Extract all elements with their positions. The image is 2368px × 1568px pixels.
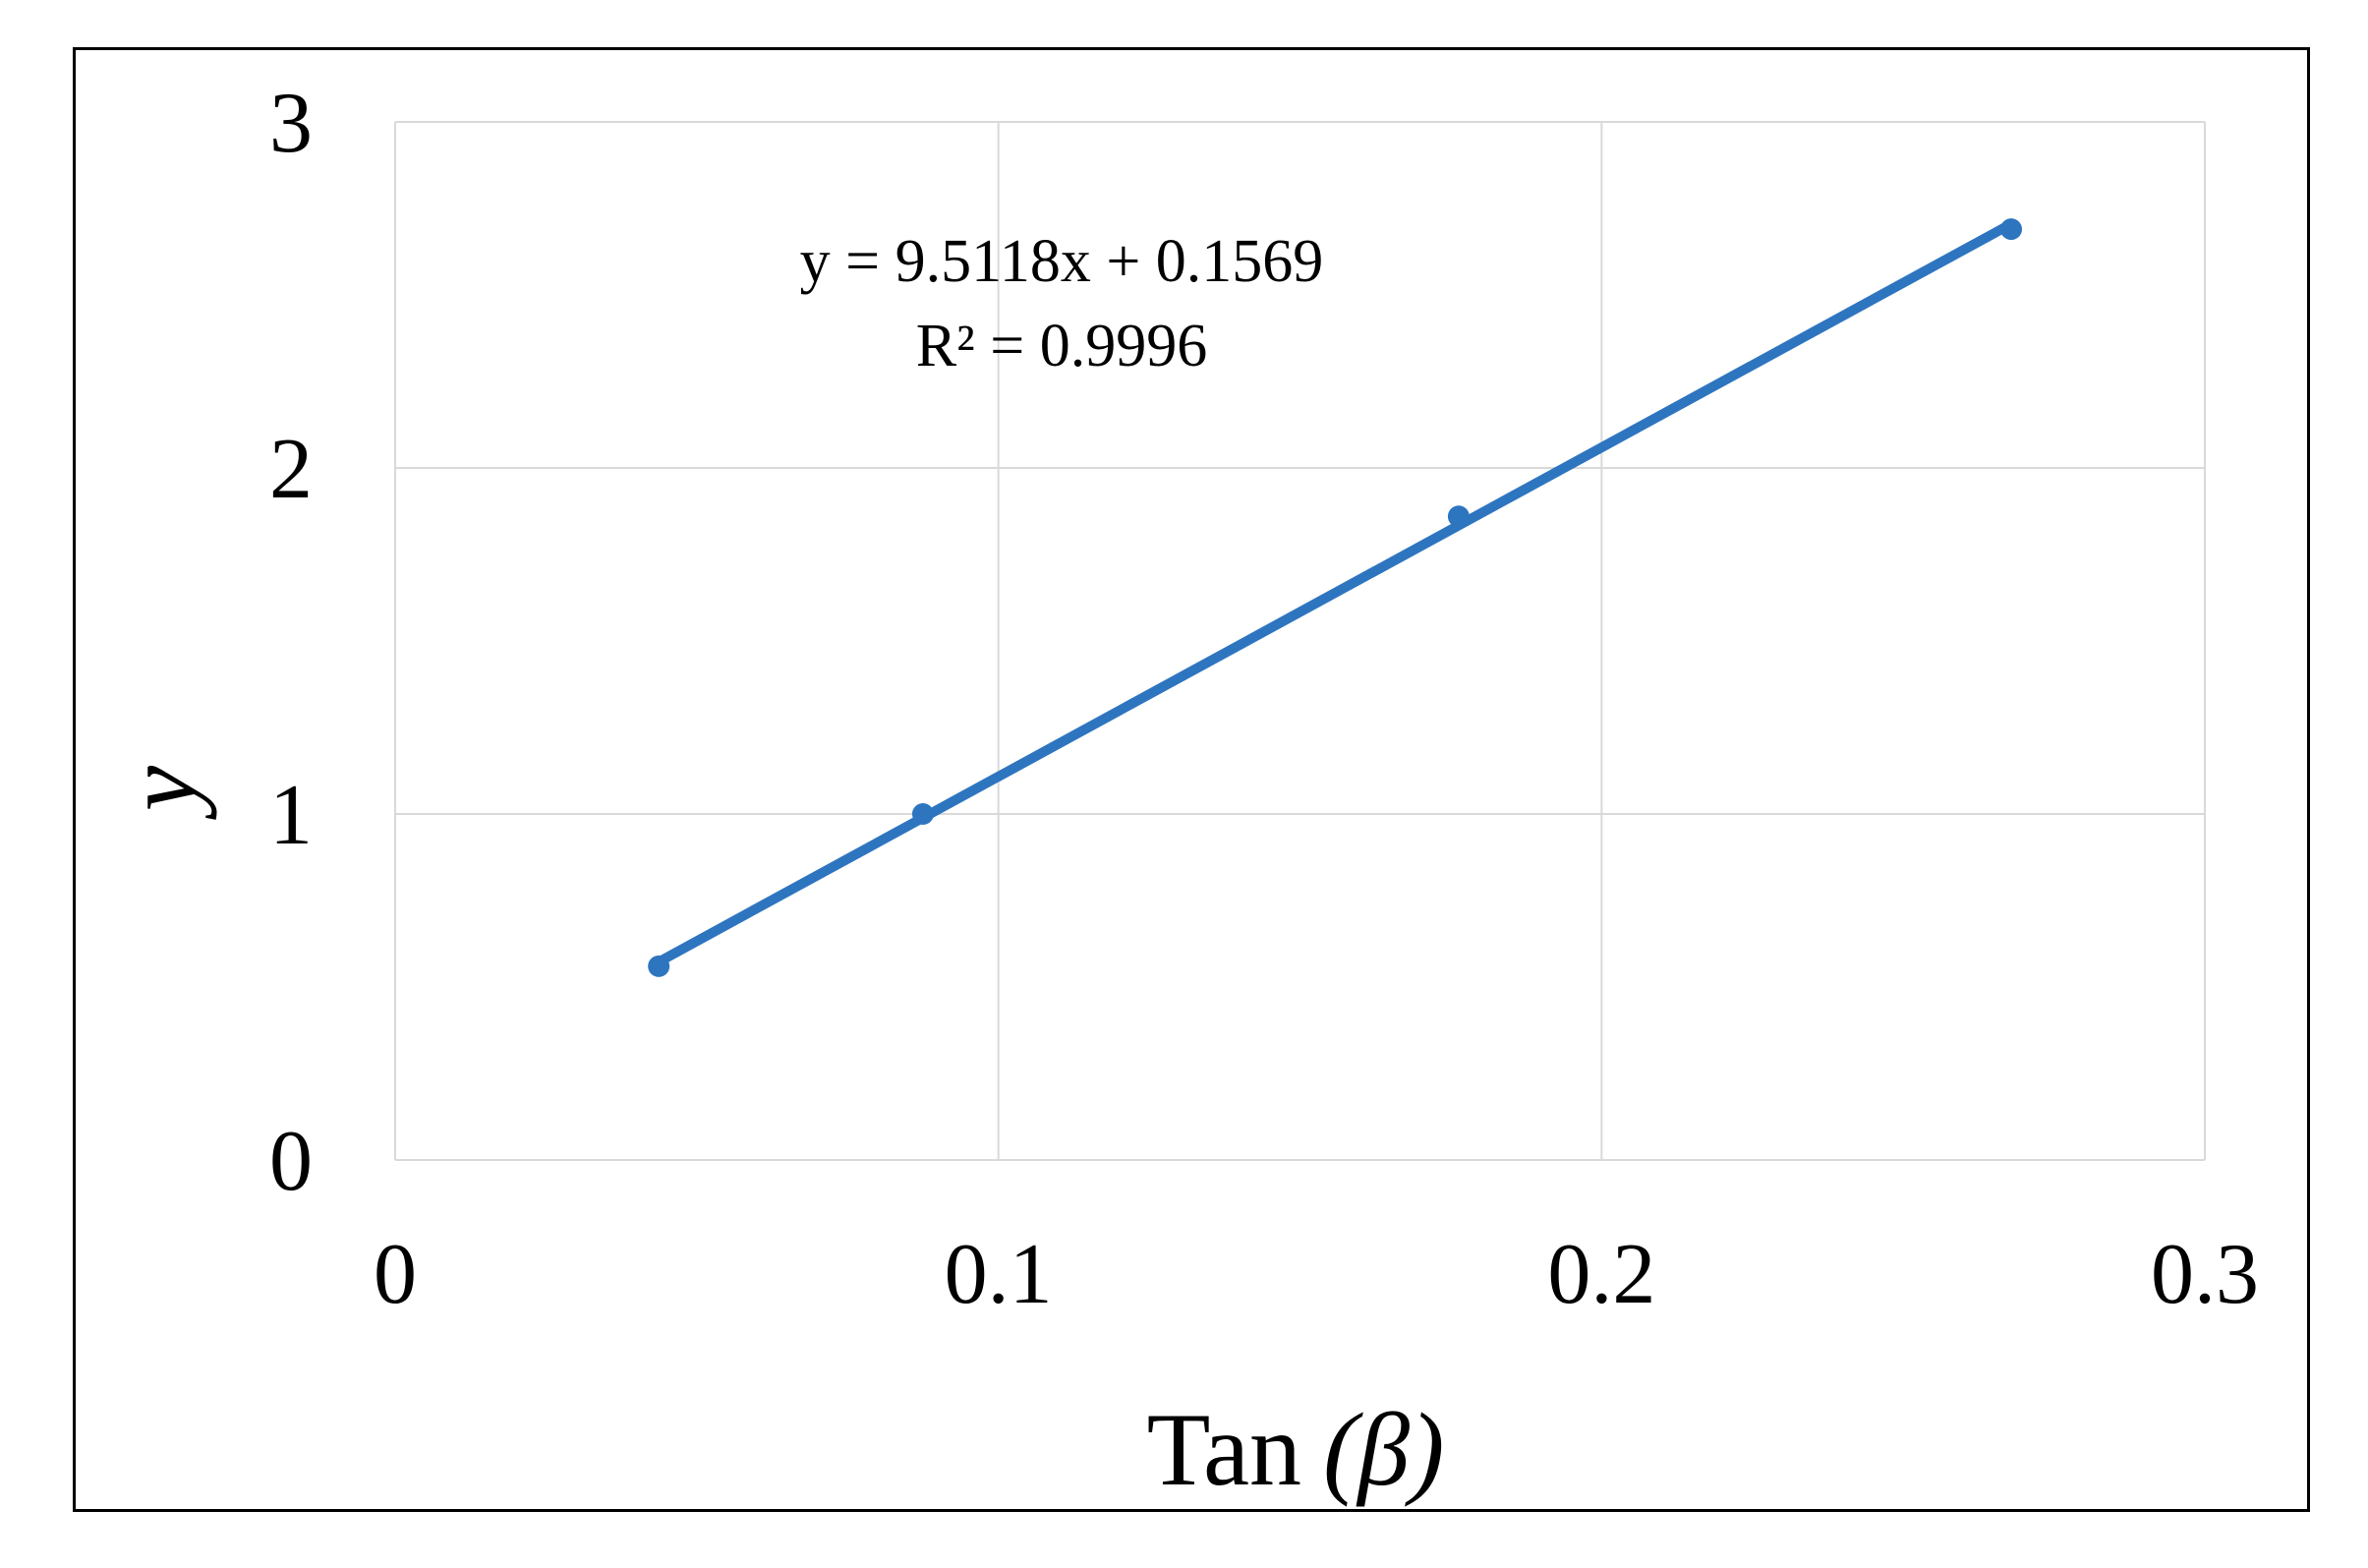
- trendline-equation: y = 9.5118x + 0.1569: [800, 228, 1324, 295]
- x-tick-label: 0.2: [1547, 1227, 1655, 1322]
- data-point: [648, 955, 670, 977]
- x-tick-label: 0.1: [945, 1227, 1053, 1322]
- x-axis-label: Tan (β): [1147, 1392, 1445, 1507]
- x-axis-label-symbol: (β): [1323, 1392, 1444, 1507]
- x-tick-label: 0.3: [2151, 1227, 2259, 1322]
- grid-layer: [394, 121, 2206, 1161]
- tick-label-layer: 0 0.1 0.2 0.3 0 1 2 3: [269, 76, 2259, 1322]
- y-tick-label: 2: [269, 422, 313, 517]
- y-tick-label: 1: [269, 768, 313, 863]
- y-axis-label: y: [104, 765, 217, 820]
- chart-frame: [73, 47, 2310, 1512]
- data-point: [911, 803, 934, 825]
- trendline: [654, 218, 2017, 967]
- data-point: [2000, 218, 2023, 241]
- x-tick-label: 0: [374, 1227, 417, 1322]
- y-tick-label: 0: [269, 1114, 313, 1209]
- data-point: [1447, 505, 1470, 528]
- y-tick-label: 3: [269, 76, 313, 171]
- series-layer: [648, 218, 2023, 977]
- x-axis-label-main: Tan: [1147, 1392, 1301, 1507]
- r-squared-label: R² = 0.9996: [916, 313, 1207, 379]
